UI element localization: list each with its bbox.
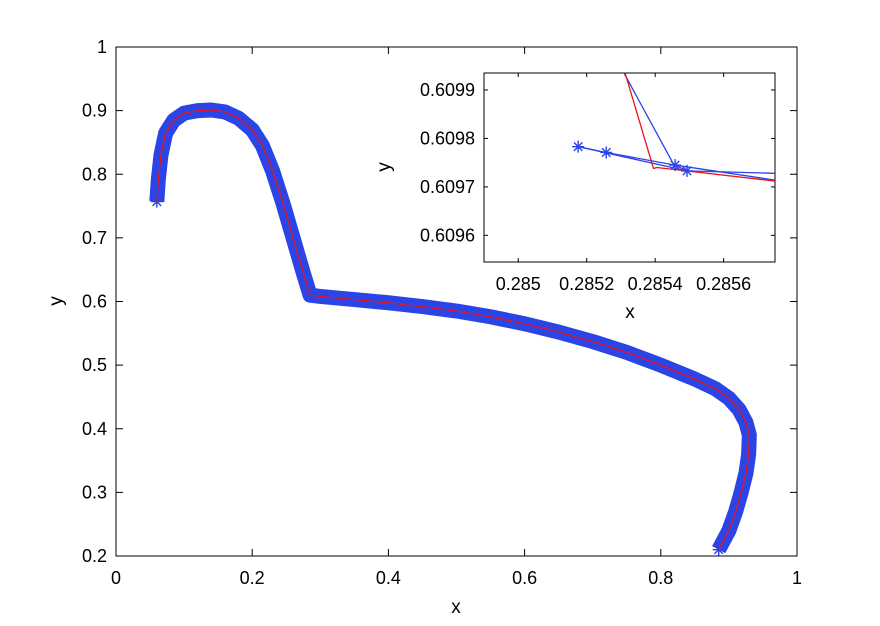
- main-star-marker: [712, 543, 725, 556]
- main-x-axis-label: x: [451, 597, 461, 618]
- main-x-ticks: 0 0.2 0.4 0.6 0.8 1: [111, 47, 802, 588]
- inset-y-tick-label: 0.6098: [420, 128, 475, 148]
- main-x-tick-label: 0.6: [512, 568, 537, 588]
- main-y-tick-label: 0.6: [82, 292, 107, 312]
- inset-blue-line: [578, 146, 688, 172]
- main-red-line: [156, 109, 750, 550]
- inset-y-ticks: 0.6096 0.6097 0.6098 0.6099: [420, 80, 775, 245]
- main-series: [149, 102, 757, 556]
- main-x-tick-label: 0: [111, 568, 121, 588]
- inset-y-tick-label: 0.6096: [420, 225, 475, 245]
- main-x-tick-label: 1: [792, 568, 802, 588]
- main-y-tick-label: 0.4: [82, 419, 107, 439]
- inset-blue-line: [674, 164, 775, 181]
- inset-x-tick-label: 0.2852: [559, 274, 614, 294]
- main-x-tick-label: 0.4: [376, 568, 401, 588]
- inset-series: [572, 73, 775, 182]
- main-y-tick-label: 0.3: [82, 482, 107, 502]
- inset-star-marker: [572, 140, 585, 153]
- inset-x-tick-label: 0.2856: [696, 274, 751, 294]
- main-y-tick-label: 1: [97, 37, 107, 57]
- inset-blue-line: [623, 73, 675, 166]
- inset-plot-area: [483, 72, 776, 263]
- inset-x-axis-label: x: [625, 302, 635, 323]
- main-y-axis-label: y: [46, 296, 67, 306]
- main-y-tick-label: 0.7: [82, 228, 107, 248]
- inset-star-marker: [600, 146, 613, 159]
- inset-y-axis-label: y: [374, 162, 395, 172]
- main-x-tick-label: 0.2: [240, 568, 265, 588]
- main-y-tick-label: 0.8: [82, 164, 107, 184]
- inset-star-marker: [669, 159, 682, 172]
- main-y-tick-label: 0.2: [82, 546, 107, 566]
- main-y-tick-label: 0.9: [82, 101, 107, 121]
- inset-red-line: [624, 73, 775, 182]
- main-y-tick-label: 0.5: [82, 355, 107, 375]
- inset-x-ticks: 0.285 0.2852 0.2854 0.2856: [496, 73, 751, 294]
- inset-star-marker: [681, 164, 694, 177]
- inset-y-tick-label: 0.6099: [420, 80, 475, 100]
- inset-axes: 0.285 0.2852 0.2854 0.2856 0.60960.60970.60…: [374, 72, 776, 323]
- inset-x-tick-label: 0.2854: [628, 274, 683, 294]
- inset-y-tick-label: 0.6097: [420, 177, 475, 197]
- main-x-tick-label: 0.8: [648, 568, 673, 588]
- main-y-ticks: 0.2 0.3 0.4 0.5 0.6 0.7 0.8 0.9 1: [82, 37, 797, 566]
- inset-x-tick-label: 0.285: [496, 274, 541, 294]
